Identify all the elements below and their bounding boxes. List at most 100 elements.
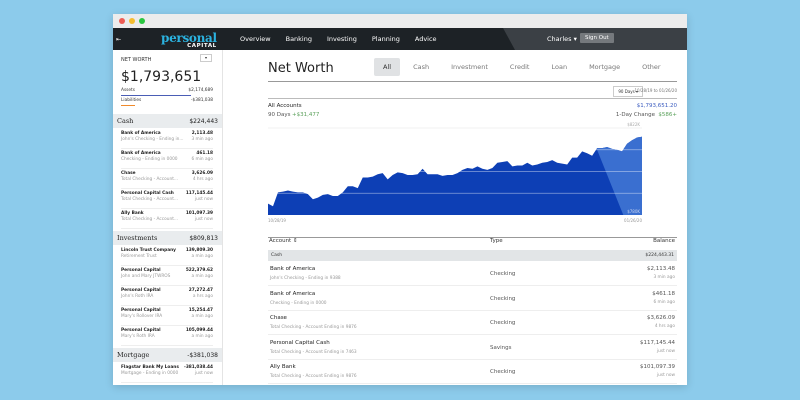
table-row[interactable]: Personal Capital Cash Total Checking - Ac… [268,336,677,360]
sidebar-account[interactable]: Personal Capital 522,379.62 John and Mary … [121,266,213,286]
account-updated: a min ago [191,334,213,339]
date-range[interactable]: 10/28/19 to 01/26/20 [634,88,678,93]
account-name: Bank of America [121,151,161,156]
row-balance: $117,145.44 [640,339,675,346]
sidebar-account[interactable]: Bank of America 461.18 Checking - Ending i… [121,149,213,169]
account-name: Bank of America [121,131,161,136]
sidebar-account[interactable]: Lincoln Trust Company 139,809.30 Retiremen… [121,246,213,266]
section-name: Cash [117,117,134,125]
sidebar-account[interactable]: Personal Capital 15,254.47 Mary's Rollover… [121,306,213,326]
account-desc: Mary's Roth IRA [121,334,155,339]
account-name: Personal Capital [121,328,161,333]
app-window: ⇤ personal CAPITAL Overview Banking Inves… [113,14,687,385]
all-accounts-label: All Accounts [268,103,302,109]
account-balance: 522,379.62 [185,268,213,273]
row-account-desc: Total Checking - Account Ending in 7463 [270,349,357,355]
nav-investing[interactable]: Investing [327,35,357,43]
logo-text: personal [161,31,217,45]
assets-row[interactable]: Assets $2,174,689 [121,88,213,93]
range-select[interactable]: 90 Days ▾ [613,86,643,97]
sidebar-account[interactable]: Ally Bank 101,097.39 Total Checking - Acco… [121,209,213,229]
row-account-name: Chase [270,315,287,321]
assets-label: Assets [121,88,135,93]
tab-loan[interactable]: Loan [551,63,568,71]
main-content: Net Worth All Cash Investment Credit Loan Mor… [224,50,687,385]
sign-out-button[interactable]: Sign Out [580,33,614,43]
assets-value: $2,174,689 [188,88,213,93]
account-balance: 2,113.48 [191,131,213,136]
account-name: Personal Capital Cash [121,191,174,196]
row-balance: $3,626.09 [647,315,675,321]
col-balance[interactable]: Balance [653,238,675,244]
account-balance: 139,809.30 [185,248,213,253]
top-nav: ⇤ personal CAPITAL Overview Banking Inves… [113,28,687,50]
net-worth-label: NET WORTH [121,57,152,63]
tab-investment[interactable]: Investment [451,63,488,71]
sidebar-account[interactable]: Personal Capital 27,272.47 John's Roth IRA… [121,286,213,306]
account-desc: Mortgage - Ending in 0000 [121,371,179,376]
liabilities-row[interactable]: Liabilities -$381,038 [121,98,213,103]
tab-other[interactable]: Other [642,63,661,71]
table-row[interactable]: Bank of America Checking - Ending in 0000… [268,287,677,311]
tab-mortgage[interactable]: Mortgage [589,63,621,71]
tab-cash[interactable]: Cash [413,63,430,71]
sidebar-section-cash[interactable]: Cash $224,443 [113,114,222,128]
row-type: Checking [490,271,516,277]
sidebar-account[interactable]: Chase 3,626.09 Total Checking - Account...… [121,169,213,189]
col-account[interactable]: Account ⇕ [269,238,298,244]
sidebar-account[interactable]: Personal Capital Cash 117,145.44 Total Che… [121,189,213,209]
net-worth-chart[interactable]: $822K $780K 10/28/19 01/26/20 [268,122,642,226]
net-worth-menu-button[interactable]: ▾ [200,54,212,62]
liabilities-value: -$381,038 [190,98,213,103]
close-window-button[interactable] [119,18,125,24]
sidebar-account[interactable]: Bank of America 2,113.48 John's Checking -… [121,129,213,149]
group-row-cash[interactable]: Cash $224,443.31 [268,250,677,261]
account-desc: John's Roth IRA [121,294,154,299]
row-type: Savings [490,344,512,351]
account-updated: a hrs ago [192,294,213,299]
table-row[interactable]: Bank of America John's Checking - Ending … [268,262,677,286]
account-balance: -381,038.44 [184,365,213,370]
section-total: $224,443 [189,117,218,125]
table-row[interactable]: Ally Bank Total Checking - Account Ending… [268,360,677,384]
tab-all[interactable]: All [374,58,401,76]
account-name: Personal Capital [121,308,161,313]
user-menu[interactable]: Charles ▾ [547,35,577,43]
table-row[interactable]: Chase Total Checking - Account Ending in … [268,311,677,335]
account-name: Ally Bank [121,211,144,216]
collapse-sidebar-icon[interactable]: ⇤ [116,36,122,43]
sidebar-section-mortgage[interactable]: Mortgage -$381,038 [113,348,222,362]
sidebar-account[interactable]: Personal Capital 105,099.44 Mary's Roth IR… [121,326,213,346]
y-top-label: $822K [627,122,640,127]
sidebar-account[interactable]: Flagstar Bank My Loans -381,038.44 Mortgag… [121,363,213,383]
y-bottom-label: $780K [627,209,640,214]
sidebar-section-investments[interactable]: Investments $809,813 [113,231,222,245]
nav-overview[interactable]: Overview [240,35,271,43]
account-updated: a min ago [191,314,213,319]
maximize-window-button[interactable] [139,18,145,24]
nav-banking[interactable]: Banking [285,35,312,43]
row-account-desc: John's Checking - Ending in 9388 [270,276,341,281]
minimize-window-button[interactable] [129,18,135,24]
account-desc: Total Checking - Account... [121,217,178,222]
net-worth-value: $1,793,651 [121,69,202,85]
liabilities-bar [121,105,135,106]
day-change-label: 1-Day Change [615,112,655,118]
account-desc: Total Checking - Account... [121,177,178,182]
total-value: $1,793,651.20 [636,103,677,109]
row-type: Checking [490,369,516,375]
row-account-desc: Total Checking - Account Ending in 9876 [270,325,357,330]
nav-planning[interactable]: Planning [371,35,400,43]
row-account-name: Personal Capital Cash [270,339,330,346]
logo-subtext: CAPITAL [187,43,217,49]
account-balance: 105,099.44 [185,328,213,333]
row-balance: $101,097.39 [640,364,675,370]
logo[interactable]: personal CAPITAL [161,29,217,50]
tab-credit[interactable]: Credit [509,63,530,71]
x-end-label: 01/26/20 [624,218,642,223]
nav-advice[interactable]: Advice [414,35,437,43]
account-updated: just now [194,197,213,202]
row-account-name: Bank of America [270,266,316,272]
col-type[interactable]: Type [490,238,503,244]
x-start-label: 10/28/19 [268,218,286,223]
